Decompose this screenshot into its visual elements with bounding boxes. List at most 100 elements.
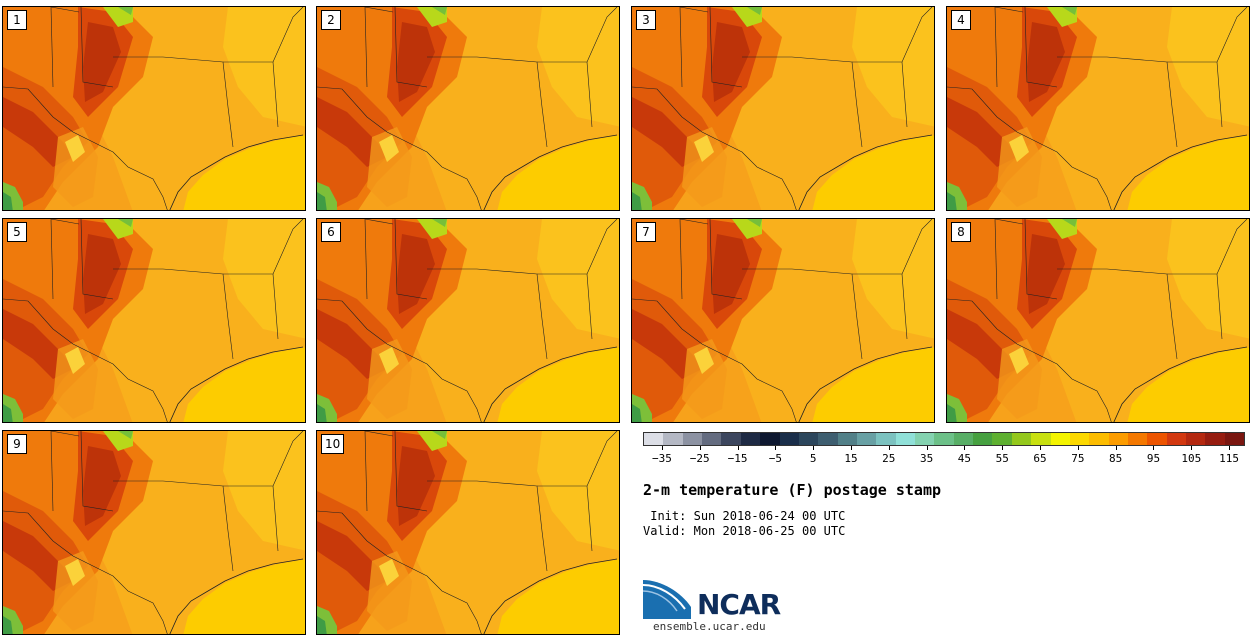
member-panel: 9: [2, 430, 306, 635]
colorbar-tick-label: 105: [1181, 452, 1202, 465]
ncar-logo-icon: [642, 580, 691, 619]
colorbar-swatch: [973, 433, 993, 445]
colorbar-tick: [888, 446, 890, 450]
member-panel: 2: [316, 6, 620, 211]
colorbar-tick: [964, 446, 966, 450]
colorbar-tick-label: 35: [919, 452, 934, 465]
colorbar-tick: [813, 446, 815, 450]
colorbar-swatch: [663, 433, 683, 445]
colorbar-swatch: [1050, 433, 1070, 445]
member-number: 2: [321, 10, 341, 30]
member-number: 5: [7, 222, 27, 242]
site-url[interactable]: ensemble.ucar.edu: [653, 620, 766, 633]
colorbar-swatch: [856, 433, 877, 445]
colorbar-swatch: [934, 433, 954, 445]
colorbar-tick: [1040, 446, 1042, 450]
colorbar-swatch: [1205, 433, 1225, 445]
colorbar-swatch: [1127, 433, 1148, 445]
colorbar-tick-label: −25: [689, 452, 710, 465]
colorbar: [643, 432, 1246, 446]
colorbar-swatch: [1089, 433, 1109, 445]
valid-time: Mon 2018-06-25 00 UTC: [693, 524, 846, 538]
colorbar-tick-label: 115: [1219, 452, 1240, 465]
colorbar-tick-label: 85: [1109, 452, 1123, 465]
colorbar-swatch: [760, 433, 780, 445]
colorbar-tick: [1115, 446, 1117, 450]
colorbar-tick-label: −5: [768, 452, 782, 465]
colorbar-swatch: [740, 433, 761, 445]
colorbar-swatch: [1108, 433, 1128, 445]
temperature-map: [947, 7, 1250, 211]
colorbar-swatch: [895, 433, 916, 445]
colorbar-swatch: [1031, 433, 1051, 445]
member-number: 7: [636, 222, 656, 242]
temperature-map: [317, 7, 620, 211]
colorbar-tick-label: −35: [651, 452, 672, 465]
colorbar-swatch: [1011, 433, 1032, 445]
member-panel: 4: [946, 6, 1250, 211]
member-number: 4: [951, 10, 971, 30]
member-number: 6: [321, 222, 341, 242]
colorbar-tick: [1229, 446, 1231, 450]
colorbar-tick-label: 45: [957, 452, 972, 465]
colorbar-tick: [737, 446, 739, 450]
colorbar-swatch: [779, 433, 799, 445]
colorbar-swatch: [837, 433, 857, 445]
temperature-map: [3, 7, 306, 211]
colorbar-swatch: [1186, 433, 1206, 445]
colorbar-tick-label: 95: [1146, 452, 1161, 465]
colorbar-tick: [775, 446, 777, 450]
member-number: 8: [951, 222, 971, 242]
colorbar-tick: [699, 446, 701, 450]
temperature-map: [632, 7, 935, 211]
member-number: 1: [7, 10, 27, 30]
member-panel: 5: [2, 218, 306, 423]
colorbar-swatch: [1166, 433, 1187, 445]
colorbar-tick: [1077, 446, 1079, 450]
colorbar-swatch: [682, 433, 703, 445]
colorbar-tick: [1002, 446, 1004, 450]
init-line: Init: Sun 2018-06-24 00 UTC: [643, 509, 845, 523]
colorbar-tick-label: −15: [727, 452, 748, 465]
temperature-map: [632, 219, 935, 423]
temperature-map: [3, 431, 306, 635]
member-number: 10: [321, 434, 345, 454]
colorbar-swatch: [721, 433, 741, 445]
colorbar-tick-label: 75: [1071, 452, 1085, 465]
member-panel: 8: [946, 218, 1250, 423]
colorbar-swatch: [644, 433, 664, 445]
member-number: 3: [636, 10, 656, 30]
colorbar-swatch: [876, 433, 896, 445]
valid-label: Valid:: [643, 524, 687, 538]
colorbar-tick-label: 65: [1033, 452, 1047, 465]
colorbar-tick-label: 25: [882, 452, 896, 465]
logo-text: NCAR: [697, 588, 781, 621]
colorbar-tick: [850, 446, 852, 450]
init-label: Init:: [643, 509, 687, 523]
colorbar-swatch: [1069, 433, 1090, 445]
colorbar-swatch: [798, 433, 819, 445]
init-time: Sun 2018-06-24 00 UTC: [693, 509, 846, 523]
colorbar-tick: [661, 446, 663, 450]
colorbar-swatch: [915, 433, 935, 445]
temperature-map: [317, 431, 620, 635]
valid-line: Valid: Mon 2018-06-25 00 UTC: [643, 524, 845, 538]
colorbar-swatch: [1147, 433, 1167, 445]
colorbar-swatch: [953, 433, 974, 445]
colorbar-swatch: [1224, 433, 1245, 445]
colorbar-tick-label: 55: [995, 452, 1009, 465]
colorbar-tick: [1153, 446, 1155, 450]
colorbar-ticks: −35 −25 −15 −5 5 15 25 35 45 55 65 75 85 95 105 115: [643, 446, 1248, 466]
member-panel: 3: [631, 6, 935, 211]
member-panel: 6: [316, 218, 620, 423]
member-panel: 7: [631, 218, 935, 423]
colorbar-swatch: [702, 433, 722, 445]
colorbar-tick: [926, 446, 928, 450]
colorbar-tick: [1191, 446, 1193, 450]
colorbar-tick-label: 15: [844, 452, 858, 465]
temperature-map: [317, 219, 620, 423]
temperature-map: [3, 219, 306, 423]
colorbar-tick-label: 5: [809, 452, 817, 465]
colorbar-swatch: [818, 433, 838, 445]
figure-title: 2-m temperature (F) postage stamp: [643, 481, 942, 499]
